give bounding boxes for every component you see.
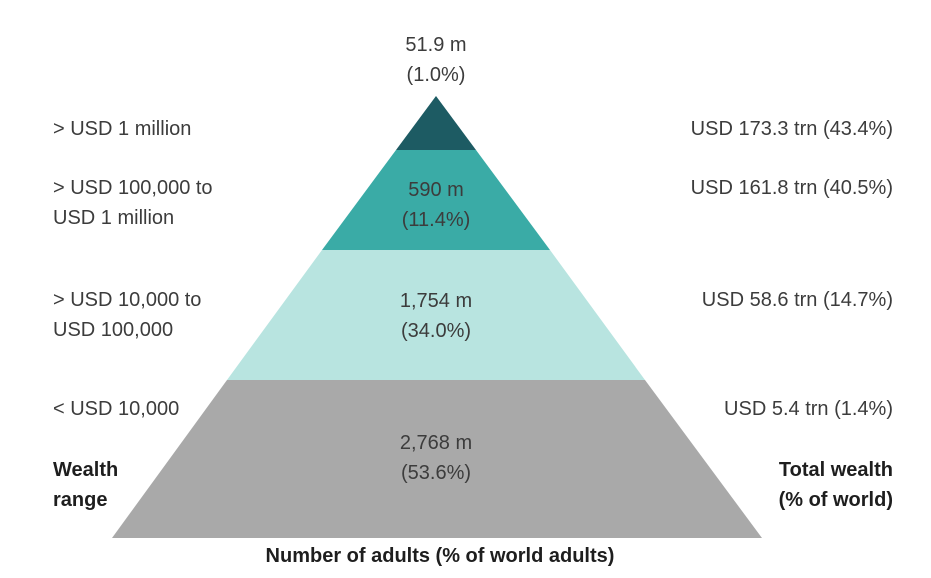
tier-middle-wealth-range: > USD 10,000 to USD 100,000 xyxy=(53,289,202,341)
tier-middle-adults-label: 1,754 m (34.0%) xyxy=(399,290,473,342)
tier-upper-total-wealth: USD 161.8 trn (40.5%) xyxy=(690,177,893,199)
tier-base-total-wealth: USD 5.4 trn (1.4%) xyxy=(724,398,893,420)
total-wealth-heading: Total wealth (% of world) xyxy=(778,459,893,511)
adults-axis-heading: Number of adults (% of world adults) xyxy=(265,545,615,567)
tier-middle-shape xyxy=(227,250,645,380)
tier-base-shape xyxy=(112,380,762,538)
wealth-range-heading: Wealth range xyxy=(53,459,119,511)
tier-middle-total-wealth: USD 58.6 trn (14.7%) xyxy=(701,289,893,311)
tier-top-wealth-range: > USD 1 million xyxy=(53,118,192,140)
tier-upper-shape xyxy=(322,150,550,250)
tier-top-adults-label: 51.9 m (1.0%) xyxy=(405,34,467,86)
tier-base-wealth-range: < USD 10,000 xyxy=(53,398,180,420)
tier-top-shape xyxy=(396,96,476,150)
tier-upper-adults-label: 590 m (11.4%) xyxy=(401,179,471,231)
tier-base-adults-label: 2,768 m (53.6%) xyxy=(399,432,473,484)
tier-upper-wealth-range: > USD 100,000 to USD 1 million xyxy=(53,177,213,229)
tier-top-total-wealth: USD 173.3 trn (43.4%) xyxy=(690,118,893,140)
